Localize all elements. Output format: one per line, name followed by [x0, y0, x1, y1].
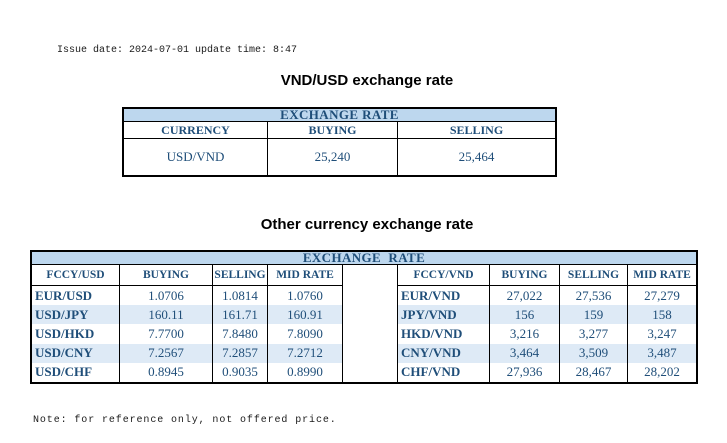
rate-cell: 28,202: [644, 364, 680, 380]
rate-cell: 7.2567: [120, 343, 213, 363]
gap-cell: [343, 343, 398, 363]
gap-cell: [343, 362, 398, 382]
rate-cell: 27,536: [560, 286, 628, 306]
rate-cell: 1.0814: [213, 286, 268, 306]
rate-cell: 3,509: [560, 343, 628, 363]
rate-cell: 1.0760: [268, 286, 343, 306]
rate-cell: 156: [490, 305, 560, 325]
rate-cell: 159: [560, 305, 628, 325]
rate-cell: 160.91: [268, 305, 343, 325]
rate-cell: 158: [628, 305, 696, 325]
rate-cell: 3,216: [490, 324, 560, 344]
note-text: Note: for reference only, not offered pr…: [33, 415, 337, 426]
right-col-fccy-vnd: FCCY/VND: [398, 265, 490, 286]
gap-cell: [343, 286, 398, 306]
rate-cell: 3,487: [628, 343, 696, 363]
pair-cell: JPY/VND: [398, 305, 490, 325]
usd-vnd-rate-table: EXCHANGE RATE CURRENCY BUYING SELLING US…: [122, 107, 557, 177]
pair-cell: CNY/VND: [398, 343, 490, 363]
left-col-mid-rate: MID RATE: [268, 265, 343, 286]
other-table-title: Other currency exchange rate: [260, 216, 474, 233]
right-col-mid-rate: MID RATE: [628, 265, 696, 286]
rate-cell: 1.0706: [120, 286, 213, 306]
rate-cell: 27,279: [644, 287, 680, 303]
rate-cell: 0.8990: [268, 362, 343, 382]
rate-cell: 27,022: [490, 286, 560, 306]
rate-cell: 7.7700: [120, 324, 213, 344]
gap-cell: [343, 305, 398, 325]
pair-cell: EUR/VND: [398, 286, 490, 306]
rate-cell: 7.2857: [213, 343, 268, 363]
usd-row-buying: 25,240: [268, 139, 398, 175]
pair-cell: USD/CHF: [32, 362, 120, 382]
rate-cell: 160.11: [120, 305, 213, 325]
issue-date-text: Issue date: 2024-07-01 update time: 8:47: [57, 45, 298, 56]
right-col-selling: SELLING: [560, 265, 628, 286]
rate-cell: 3,247: [647, 325, 677, 341]
other-currency-rate-table: EXCHANGE RATE FCCY/USD BUYING SELLING MI…: [30, 250, 698, 384]
rate-cell: 7.8090: [268, 324, 343, 344]
rate-cell: 0.8945: [120, 362, 213, 382]
rate-cell: 28,467: [560, 362, 628, 382]
rate-cell: 27,936: [490, 362, 560, 382]
rate-cell: 7.2712: [268, 343, 343, 363]
usd-table-title: VND/USD exchange rate: [280, 72, 454, 89]
gap-cell: [343, 324, 398, 344]
rate-cell: 0.9035: [213, 362, 268, 382]
other-table-header-band: EXCHANGE RATE: [32, 252, 696, 265]
left-col-buying: BUYING: [120, 265, 213, 286]
usd-table-header-band: EXCHANGE RATE: [124, 109, 555, 122]
usd-col-currency: CURRENCY: [124, 122, 268, 139]
usd-row-selling: 25,464: [458, 149, 495, 164]
usd-col-selling: SELLING: [398, 122, 555, 139]
pair-cell: USD/HKD: [32, 324, 120, 344]
usd-row-currency: USD/VND: [124, 139, 268, 175]
rate-cell: 161.71: [213, 305, 268, 325]
pair-cell: EUR/USD: [32, 286, 120, 306]
gap-cell-header: [343, 265, 398, 286]
rate-cell: 3,464: [490, 343, 560, 363]
left-col-selling: SELLING: [213, 265, 268, 286]
pair-cell: CHF/VND: [398, 362, 490, 382]
pair-cell: HKD/VND: [398, 324, 490, 344]
right-col-buying: BUYING: [490, 265, 560, 286]
pair-cell: USD/CNY: [32, 343, 120, 363]
rate-cell: 7.8480: [213, 324, 268, 344]
pair-cell: USD/JPY: [32, 305, 120, 325]
left-col-fccy-usd: FCCY/USD: [32, 265, 120, 286]
rate-cell: 3,277: [560, 324, 628, 344]
usd-col-buying: BUYING: [268, 122, 398, 139]
